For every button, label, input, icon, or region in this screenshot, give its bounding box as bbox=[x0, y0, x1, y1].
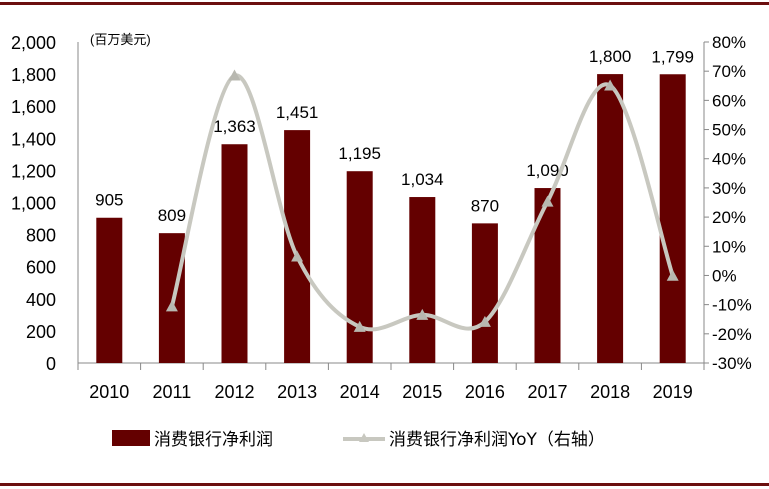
bar-2013 bbox=[284, 130, 311, 363]
left-tick-label: 1,400 bbox=[11, 129, 56, 149]
legend-line-swatch bbox=[343, 432, 385, 442]
x-tick-label: 2017 bbox=[527, 382, 567, 402]
left-tick-label: 0 bbox=[46, 354, 56, 374]
left-tick-label: 1,600 bbox=[11, 97, 56, 117]
left-tick-label: 800 bbox=[26, 226, 56, 246]
bar-2010 bbox=[96, 217, 123, 363]
right-tick-label: 30% bbox=[712, 179, 746, 198]
left-tick-label: 1,000 bbox=[11, 194, 56, 214]
data-label: 809 bbox=[158, 206, 186, 225]
data-label: 1,195 bbox=[338, 144, 381, 163]
x-tick-label: 2015 bbox=[402, 382, 442, 402]
left-tick-label: 400 bbox=[26, 290, 56, 310]
right-tick-label: 40% bbox=[712, 150, 746, 169]
left-tick-label: 1,200 bbox=[11, 161, 56, 181]
right-tick-label: -20% bbox=[712, 325, 752, 344]
bar-2018 bbox=[597, 74, 624, 363]
yoy-marker bbox=[416, 308, 429, 320]
yoy-marker bbox=[165, 300, 178, 312]
left-tick-label: 200 bbox=[26, 322, 56, 342]
right-tick-label: 80% bbox=[712, 33, 746, 52]
left-tick-label: 1,800 bbox=[11, 65, 56, 85]
x-tick-label: 2012 bbox=[214, 382, 254, 402]
left-tick-label: 600 bbox=[26, 258, 56, 278]
right-tick-label: 50% bbox=[712, 121, 746, 140]
yoy-marker bbox=[666, 269, 679, 281]
bar-2014 bbox=[346, 171, 373, 363]
legend-bar: 消费银行净利润 bbox=[112, 425, 273, 450]
yoy-marker bbox=[228, 69, 241, 81]
bar-2012 bbox=[221, 144, 248, 363]
x-tick-label: 2013 bbox=[277, 382, 317, 402]
x-tick-label: 2014 bbox=[340, 382, 380, 402]
yoy-marker bbox=[291, 250, 304, 262]
right-tick-label: 60% bbox=[712, 91, 746, 110]
bar-2017 bbox=[534, 188, 561, 363]
data-label: 1,799 bbox=[651, 47, 694, 66]
left-tick-label: 2,000 bbox=[11, 33, 56, 53]
legend-line-label: 消费银行净利润YoY（右轴） bbox=[389, 430, 605, 450]
data-label: 1,800 bbox=[589, 47, 632, 66]
x-tick-label: 2016 bbox=[465, 382, 505, 402]
x-tick-label: 2018 bbox=[590, 382, 630, 402]
yoy-marker bbox=[541, 195, 554, 207]
bar-2015 bbox=[409, 197, 436, 363]
bar-2019 bbox=[659, 74, 686, 363]
x-tick-label: 2011 bbox=[153, 382, 192, 402]
x-tick-label: 2010 bbox=[89, 382, 129, 402]
right-tick-label: -30% bbox=[712, 354, 752, 373]
bar-2016 bbox=[471, 223, 498, 363]
legend-bar-label: 消费银行净利润 bbox=[154, 430, 273, 450]
data-label: 905 bbox=[95, 191, 123, 210]
right-tick-label: -10% bbox=[712, 296, 752, 315]
data-label: 870 bbox=[471, 196, 499, 215]
bottom-rule bbox=[0, 483, 769, 486]
unit-label: (百万美元) bbox=[90, 32, 151, 47]
yoy-marker bbox=[478, 315, 491, 327]
right-tick-label: 20% bbox=[712, 208, 746, 227]
legend-bar-swatch bbox=[112, 429, 150, 446]
yoy-marker bbox=[604, 79, 617, 91]
x-tick-label: 2019 bbox=[653, 382, 693, 402]
right-tick-label: 70% bbox=[712, 62, 746, 81]
yoy-marker bbox=[353, 320, 366, 332]
top-rule bbox=[0, 2, 769, 5]
data-label: 1,034 bbox=[401, 170, 444, 189]
right-tick-label: 10% bbox=[712, 237, 746, 256]
legend-line: 消费银行净利润YoY（右轴） bbox=[343, 425, 605, 450]
right-tick-label: 0% bbox=[712, 266, 737, 285]
data-label: 1,363 bbox=[213, 117, 256, 136]
data-label: 1,451 bbox=[276, 103, 319, 122]
